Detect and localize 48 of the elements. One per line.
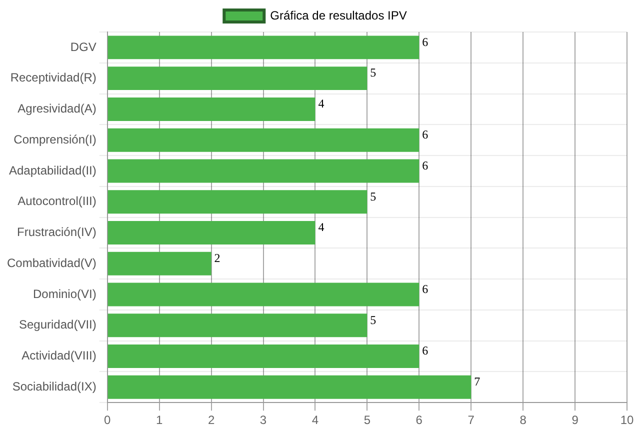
y-tick-label: Adaptabilidad(II) bbox=[8, 163, 96, 178]
y-tick-label: DGV bbox=[70, 40, 96, 54]
bar bbox=[108, 375, 472, 399]
y-tick-label: Combatividad(V) bbox=[6, 256, 96, 270]
y-tick-label: Comprensión(I) bbox=[14, 132, 96, 146]
data-label: 4 bbox=[318, 96, 324, 111]
data-label: 2 bbox=[214, 251, 220, 266]
y-tick-label: Actividad(VIII) bbox=[22, 348, 96, 363]
y-tick-label: Dominio(VI) bbox=[33, 286, 96, 301]
y-tick-label: Agresividad(A) bbox=[18, 102, 96, 116]
x-tick-label: 9 bbox=[572, 413, 579, 428]
data-label: 6 bbox=[422, 282, 428, 296]
data-label: 4 bbox=[318, 220, 324, 234]
x-tick-label: 3 bbox=[260, 413, 267, 428]
bar bbox=[108, 252, 212, 276]
bar bbox=[108, 97, 316, 121]
y-tick-label: Autocontrol(III) bbox=[18, 194, 96, 208]
x-tick-label: 10 bbox=[620, 413, 634, 428]
y-tick-label: Receptividad(R) bbox=[10, 70, 96, 85]
x-tick-label: 0 bbox=[104, 413, 112, 428]
bar bbox=[108, 190, 368, 214]
x-tick-label: 5 bbox=[364, 413, 371, 428]
x-tick-label: 4 bbox=[312, 413, 319, 428]
bar bbox=[108, 314, 368, 338]
data-label: 6 bbox=[422, 344, 428, 358]
y-tick-label: Seguridad(VII) bbox=[18, 318, 96, 332]
data-label: 5 bbox=[370, 66, 376, 80]
bar bbox=[108, 128, 420, 152]
data-label: 6 bbox=[422, 128, 428, 142]
bar bbox=[108, 282, 420, 306]
data-label: 6 bbox=[422, 34, 428, 49]
data-label: 5 bbox=[370, 189, 376, 204]
data-label: 5 bbox=[370, 312, 376, 327]
x-tick-label: 6 bbox=[416, 413, 423, 428]
y-tick-label: Sociabilidad(IX) bbox=[12, 379, 96, 394]
x-tick-label: 8 bbox=[520, 413, 527, 428]
x-tick-label: 7 bbox=[468, 413, 475, 428]
legend-label: Gráfica de resultados IPV bbox=[270, 8, 407, 22]
bar bbox=[108, 159, 420, 183]
data-label: 7 bbox=[474, 374, 480, 389]
bar bbox=[108, 36, 420, 60]
data-label: 6 bbox=[422, 158, 428, 172]
bar bbox=[108, 66, 368, 90]
bar bbox=[108, 344, 420, 368]
bar bbox=[108, 221, 316, 244]
x-tick-label: 2 bbox=[208, 413, 215, 428]
x-tick-label: 1 bbox=[156, 413, 163, 428]
y-tick-label: Frustración(IV) bbox=[17, 225, 96, 240]
